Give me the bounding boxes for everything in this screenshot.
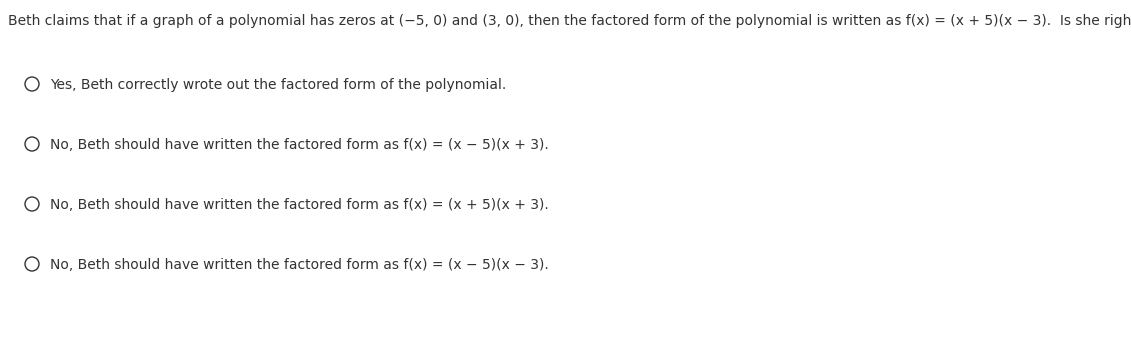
Text: No, Beth should have written the factored form as f(x) = (x − 5)(x − 3).: No, Beth should have written the factore… bbox=[50, 258, 549, 272]
Text: Yes, Beth correctly wrote out the factored form of the polynomial.: Yes, Beth correctly wrote out the factor… bbox=[50, 78, 507, 92]
Text: No, Beth should have written the factored form as f(x) = (x + 5)(x + 3).: No, Beth should have written the factore… bbox=[50, 198, 549, 212]
Text: No, Beth should have written the factored form as f(x) = (x − 5)(x + 3).: No, Beth should have written the factore… bbox=[50, 138, 549, 152]
Text: Beth claims that if a graph of a polynomial has zeros at (−5, 0) and (3, 0), the: Beth claims that if a graph of a polynom… bbox=[8, 14, 1131, 28]
